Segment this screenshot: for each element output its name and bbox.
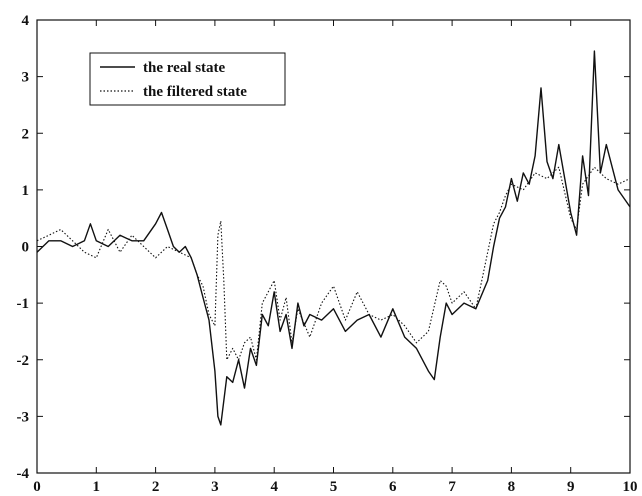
- x-tick-label: 4: [270, 479, 278, 495]
- y-tick-label: 2: [22, 126, 30, 142]
- x-tick-label: 5: [330, 479, 338, 495]
- y-tick-label: -3: [17, 409, 30, 425]
- y-tick-label: -1: [17, 296, 30, 312]
- x-tick-label: 8: [508, 479, 516, 495]
- y-tick-label: 4: [22, 13, 30, 29]
- x-tick-label: 1: [93, 479, 101, 495]
- y-tick-label: -4: [17, 466, 30, 482]
- x-tick-label: 2: [152, 479, 160, 495]
- legend-label-filtered: the filtered state: [143, 84, 247, 100]
- series-line-real-state: [36, 50, 631, 426]
- x-tick-label: 10: [623, 479, 638, 495]
- y-tick-label: -2: [17, 353, 30, 369]
- series-line-filtered-state: [36, 166, 631, 361]
- series-layer: [36, 50, 631, 426]
- x-tick-label: 0: [33, 479, 41, 495]
- y-tick-label: 1: [22, 183, 30, 199]
- y-tick-label: 3: [22, 70, 30, 86]
- legend: the real state the filtered state: [89, 52, 286, 106]
- legend-box: [89, 52, 286, 106]
- x-axis: 0 1 2 3 4 5 6 7 8 9 10: [33, 20, 638, 495]
- legend-label-real: the real state: [143, 60, 226, 76]
- x-tick-label: 6: [389, 479, 397, 495]
- x-tick-label: 7: [448, 479, 456, 495]
- x-tick-label: 9: [567, 479, 575, 495]
- y-tick-label: 0: [22, 240, 30, 256]
- y-axis: 4 3 2 1 0 -1 -2 -3 -4: [17, 13, 630, 482]
- x-tick-label: 3: [211, 479, 219, 495]
